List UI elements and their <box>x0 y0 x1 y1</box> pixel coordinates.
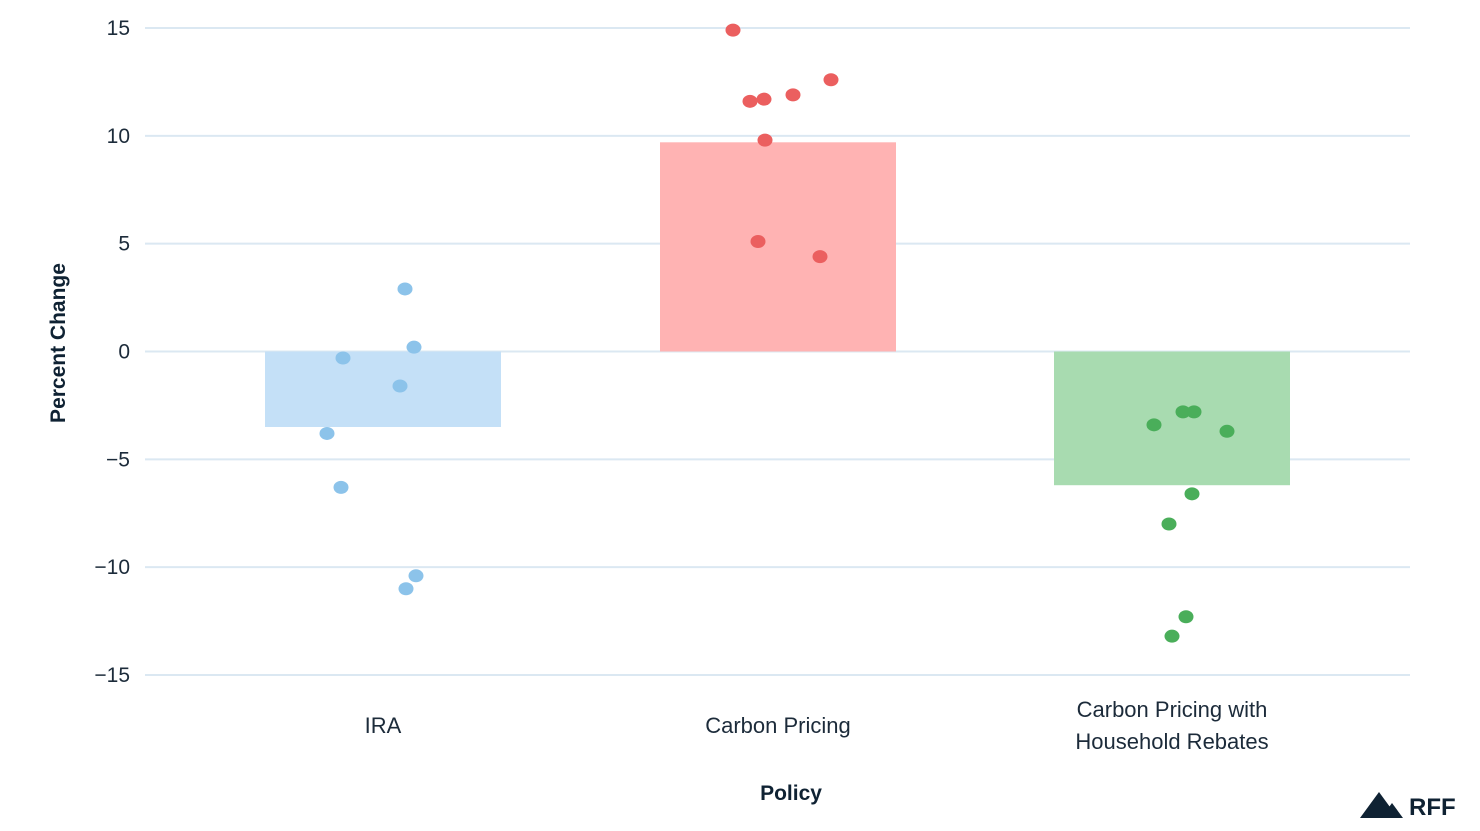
y-axis-ticks: 15 10 5 0 −5 −10 −15 <box>94 17 130 687</box>
data-point <box>1184 487 1200 501</box>
data-point <box>757 133 773 147</box>
data-point <box>335 351 351 365</box>
y-tick-label: −15 <box>94 664 130 687</box>
bar-2 <box>660 142 896 352</box>
rff-logo: RFF <box>1360 792 1456 821</box>
data-point <box>1146 418 1162 432</box>
data-point <box>398 582 414 596</box>
x-tick-label: Carbon Pricing <box>705 713 851 738</box>
data-point <box>742 94 758 108</box>
y-tick-label: 0 <box>118 341 130 364</box>
x-tick-label: Carbon Pricing with Household Rebates <box>1075 697 1268 754</box>
data-point <box>1186 405 1202 419</box>
data-point <box>1219 424 1235 438</box>
data-point <box>319 426 335 440</box>
y-axis-title: Percent Change <box>47 263 70 423</box>
y-tick-label: −10 <box>94 556 130 579</box>
data-point <box>397 282 413 296</box>
logo-text: RFF <box>1409 794 1456 821</box>
bar-3 <box>1054 351 1290 486</box>
data-point <box>823 73 839 87</box>
data-point <box>333 480 349 494</box>
bar-1 <box>265 351 501 427</box>
mountain-icon <box>1360 792 1403 818</box>
data-point <box>785 88 801 102</box>
y-tick-label: 10 <box>107 125 130 148</box>
data-point <box>1175 405 1191 419</box>
x-axis-categories: IRA Carbon Pricing Carbon Pricing with Hous… <box>365 697 1269 754</box>
data-point <box>408 569 424 583</box>
data-point <box>1164 629 1180 643</box>
y-tick-label: 5 <box>118 233 130 256</box>
data-point <box>1178 610 1194 624</box>
bars <box>265 142 1290 486</box>
data-point <box>1161 517 1177 531</box>
data-point <box>392 379 408 393</box>
data-point <box>406 340 422 354</box>
data-point <box>750 235 766 249</box>
points <box>319 23 1235 643</box>
data-point <box>725 23 741 37</box>
data-point <box>756 92 772 106</box>
y-tick-label: 15 <box>107 17 130 40</box>
data-point <box>812 250 828 264</box>
x-axis-title: Policy <box>760 782 822 805</box>
x-tick-label: IRA <box>365 713 402 738</box>
y-tick-label: −5 <box>106 448 130 471</box>
